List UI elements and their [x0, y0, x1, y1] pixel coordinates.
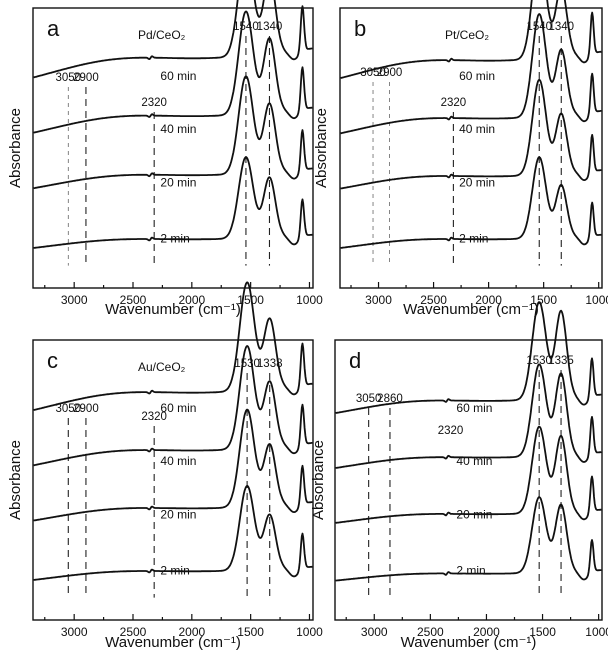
- plot-frame: [339, 7, 603, 289]
- catalyst-label: Pd/CeO₂: [138, 28, 186, 42]
- x-tick-label: 1000: [296, 625, 323, 639]
- reference-label: 2320: [141, 97, 167, 109]
- spectrum-line: [33, 156, 313, 249]
- x-tick-label: 3000: [61, 293, 88, 307]
- spectrum-line: [340, 13, 602, 135]
- spectrum-line: [33, 75, 313, 190]
- spectrum-line: [340, 156, 602, 249]
- x-tick-label: 2500: [417, 625, 444, 639]
- series-label: 20 min: [160, 507, 196, 521]
- spectrum-line: [33, 0, 313, 79]
- panel-letter: d: [349, 348, 361, 373]
- series-label: 40 min: [459, 122, 495, 136]
- series-label: 40 min: [160, 122, 196, 136]
- x-tick-label: 2000: [178, 625, 205, 639]
- reference-label: 1540: [233, 21, 259, 33]
- x-tick-label: 1500: [530, 293, 557, 307]
- reference-label: 1340: [548, 21, 574, 33]
- x-axis-title: Wavenumber (cm⁻¹): [403, 301, 539, 318]
- reference-label: 2900: [73, 72, 99, 84]
- spectrum-line: [335, 301, 602, 414]
- panel-c: c Au/CeO₂ 3000 2500 2000 1500 1000 Wavenumber (…: [7, 281, 323, 651]
- x-tick-label: 1000: [296, 293, 323, 307]
- plot-frame: [334, 339, 603, 621]
- reference-label: 2320: [438, 425, 464, 437]
- spectrum-line: [340, 78, 602, 190]
- reference-label: 2900: [73, 403, 99, 415]
- series-label: 40 min: [160, 454, 196, 468]
- spectrum-line: [33, 281, 313, 411]
- x-tick-label: 1500: [529, 625, 556, 639]
- x-axis-title: Wavenumber (cm⁻¹): [105, 301, 241, 318]
- reference-label: 3050: [55, 403, 81, 415]
- spectrum-line: [33, 485, 313, 581]
- panel-letter: b: [354, 16, 366, 41]
- reference-label: 1340: [257, 21, 283, 33]
- reference-label: 1530: [526, 355, 552, 367]
- spectrum-line: [33, 10, 313, 134]
- reference-label: 2320: [441, 97, 467, 109]
- series-label: 20 min: [160, 175, 196, 189]
- series-label: 60 min: [459, 69, 495, 83]
- reference-label: 3050: [356, 393, 382, 405]
- series-label: 2 min: [456, 563, 485, 577]
- y-axis-title: Absorbance: [7, 108, 24, 188]
- series-label: 20 min: [459, 175, 495, 189]
- x-tick-label: 2000: [473, 625, 500, 639]
- spectrum-line: [33, 345, 313, 467]
- spectrum-line: [335, 425, 602, 524]
- x-tick-label: 1000: [585, 625, 608, 639]
- spectrum-line: [335, 363, 602, 469]
- x-axis-title: Wavenumber (cm⁻¹): [105, 634, 241, 651]
- plot-frame: [32, 7, 314, 289]
- reference-label: 3050: [360, 67, 386, 79]
- spectrum-line: [33, 408, 313, 522]
- series-label: 60 min: [160, 69, 196, 83]
- y-axis-title: Absorbance: [310, 440, 327, 520]
- x-tick-label: 3000: [361, 625, 388, 639]
- x-tick-label: 3000: [61, 625, 88, 639]
- plot-frame: [32, 339, 314, 621]
- reference-label: 2860: [377, 393, 403, 405]
- series-label: 60 min: [456, 401, 492, 415]
- catalyst-label: Au/CeO₂: [138, 360, 186, 374]
- panel-d: d 3000 2500 2000 1500 1000 Wavenumber (cm⁻¹) Ab…: [310, 301, 608, 651]
- x-tick-label: 1500: [237, 625, 264, 639]
- panel-letter: c: [47, 348, 58, 373]
- reference-label: 3050: [55, 72, 81, 84]
- series-label: 20 min: [456, 507, 492, 521]
- series-label: 2 min: [160, 231, 189, 245]
- x-tick-label: 1000: [585, 293, 608, 307]
- x-tick-label: 2000: [178, 293, 205, 307]
- x-tick-label: 3000: [365, 293, 392, 307]
- x-tick-label: 2500: [120, 625, 147, 639]
- x-tick-label: 2500: [420, 293, 447, 307]
- panel-letter: a: [47, 16, 60, 41]
- spectrum-line: [340, 0, 602, 79]
- series-label: 2 min: [160, 563, 189, 577]
- x-tick-label: 2000: [475, 293, 502, 307]
- reference-label: 1540: [526, 21, 552, 33]
- reference-label: 1530: [234, 358, 260, 370]
- y-axis-title: Absorbance: [7, 440, 24, 520]
- panel-b: b Pt/CeO₂ 3000 2500 2000 1500 1000 Wavenumber (…: [313, 0, 608, 318]
- series-label: 40 min: [456, 454, 492, 468]
- y-axis-title: Absorbance: [313, 108, 330, 188]
- x-tick-label: 2500: [120, 293, 147, 307]
- reference-label: 2900: [377, 67, 403, 79]
- x-axis-title: Wavenumber (cm⁻¹): [401, 634, 537, 651]
- catalyst-label: Pt/CeO₂: [445, 28, 489, 42]
- series-label: 2 min: [459, 231, 488, 245]
- reference-label: 1338: [257, 358, 283, 370]
- spectrum-line: [335, 496, 602, 582]
- series-label: 60 min: [160, 401, 196, 415]
- reference-label: 2320: [141, 411, 167, 423]
